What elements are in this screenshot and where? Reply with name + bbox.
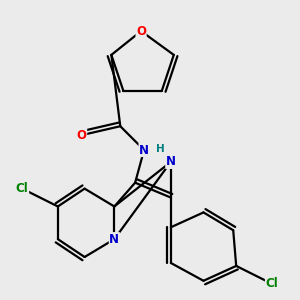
Text: N: N <box>166 155 176 168</box>
Text: N: N <box>139 143 149 157</box>
Text: O: O <box>76 129 87 142</box>
Text: O: O <box>136 25 146 38</box>
Text: Cl: Cl <box>16 182 28 195</box>
Text: N: N <box>109 233 119 246</box>
Text: H: H <box>156 143 165 154</box>
Text: Cl: Cl <box>266 277 278 290</box>
